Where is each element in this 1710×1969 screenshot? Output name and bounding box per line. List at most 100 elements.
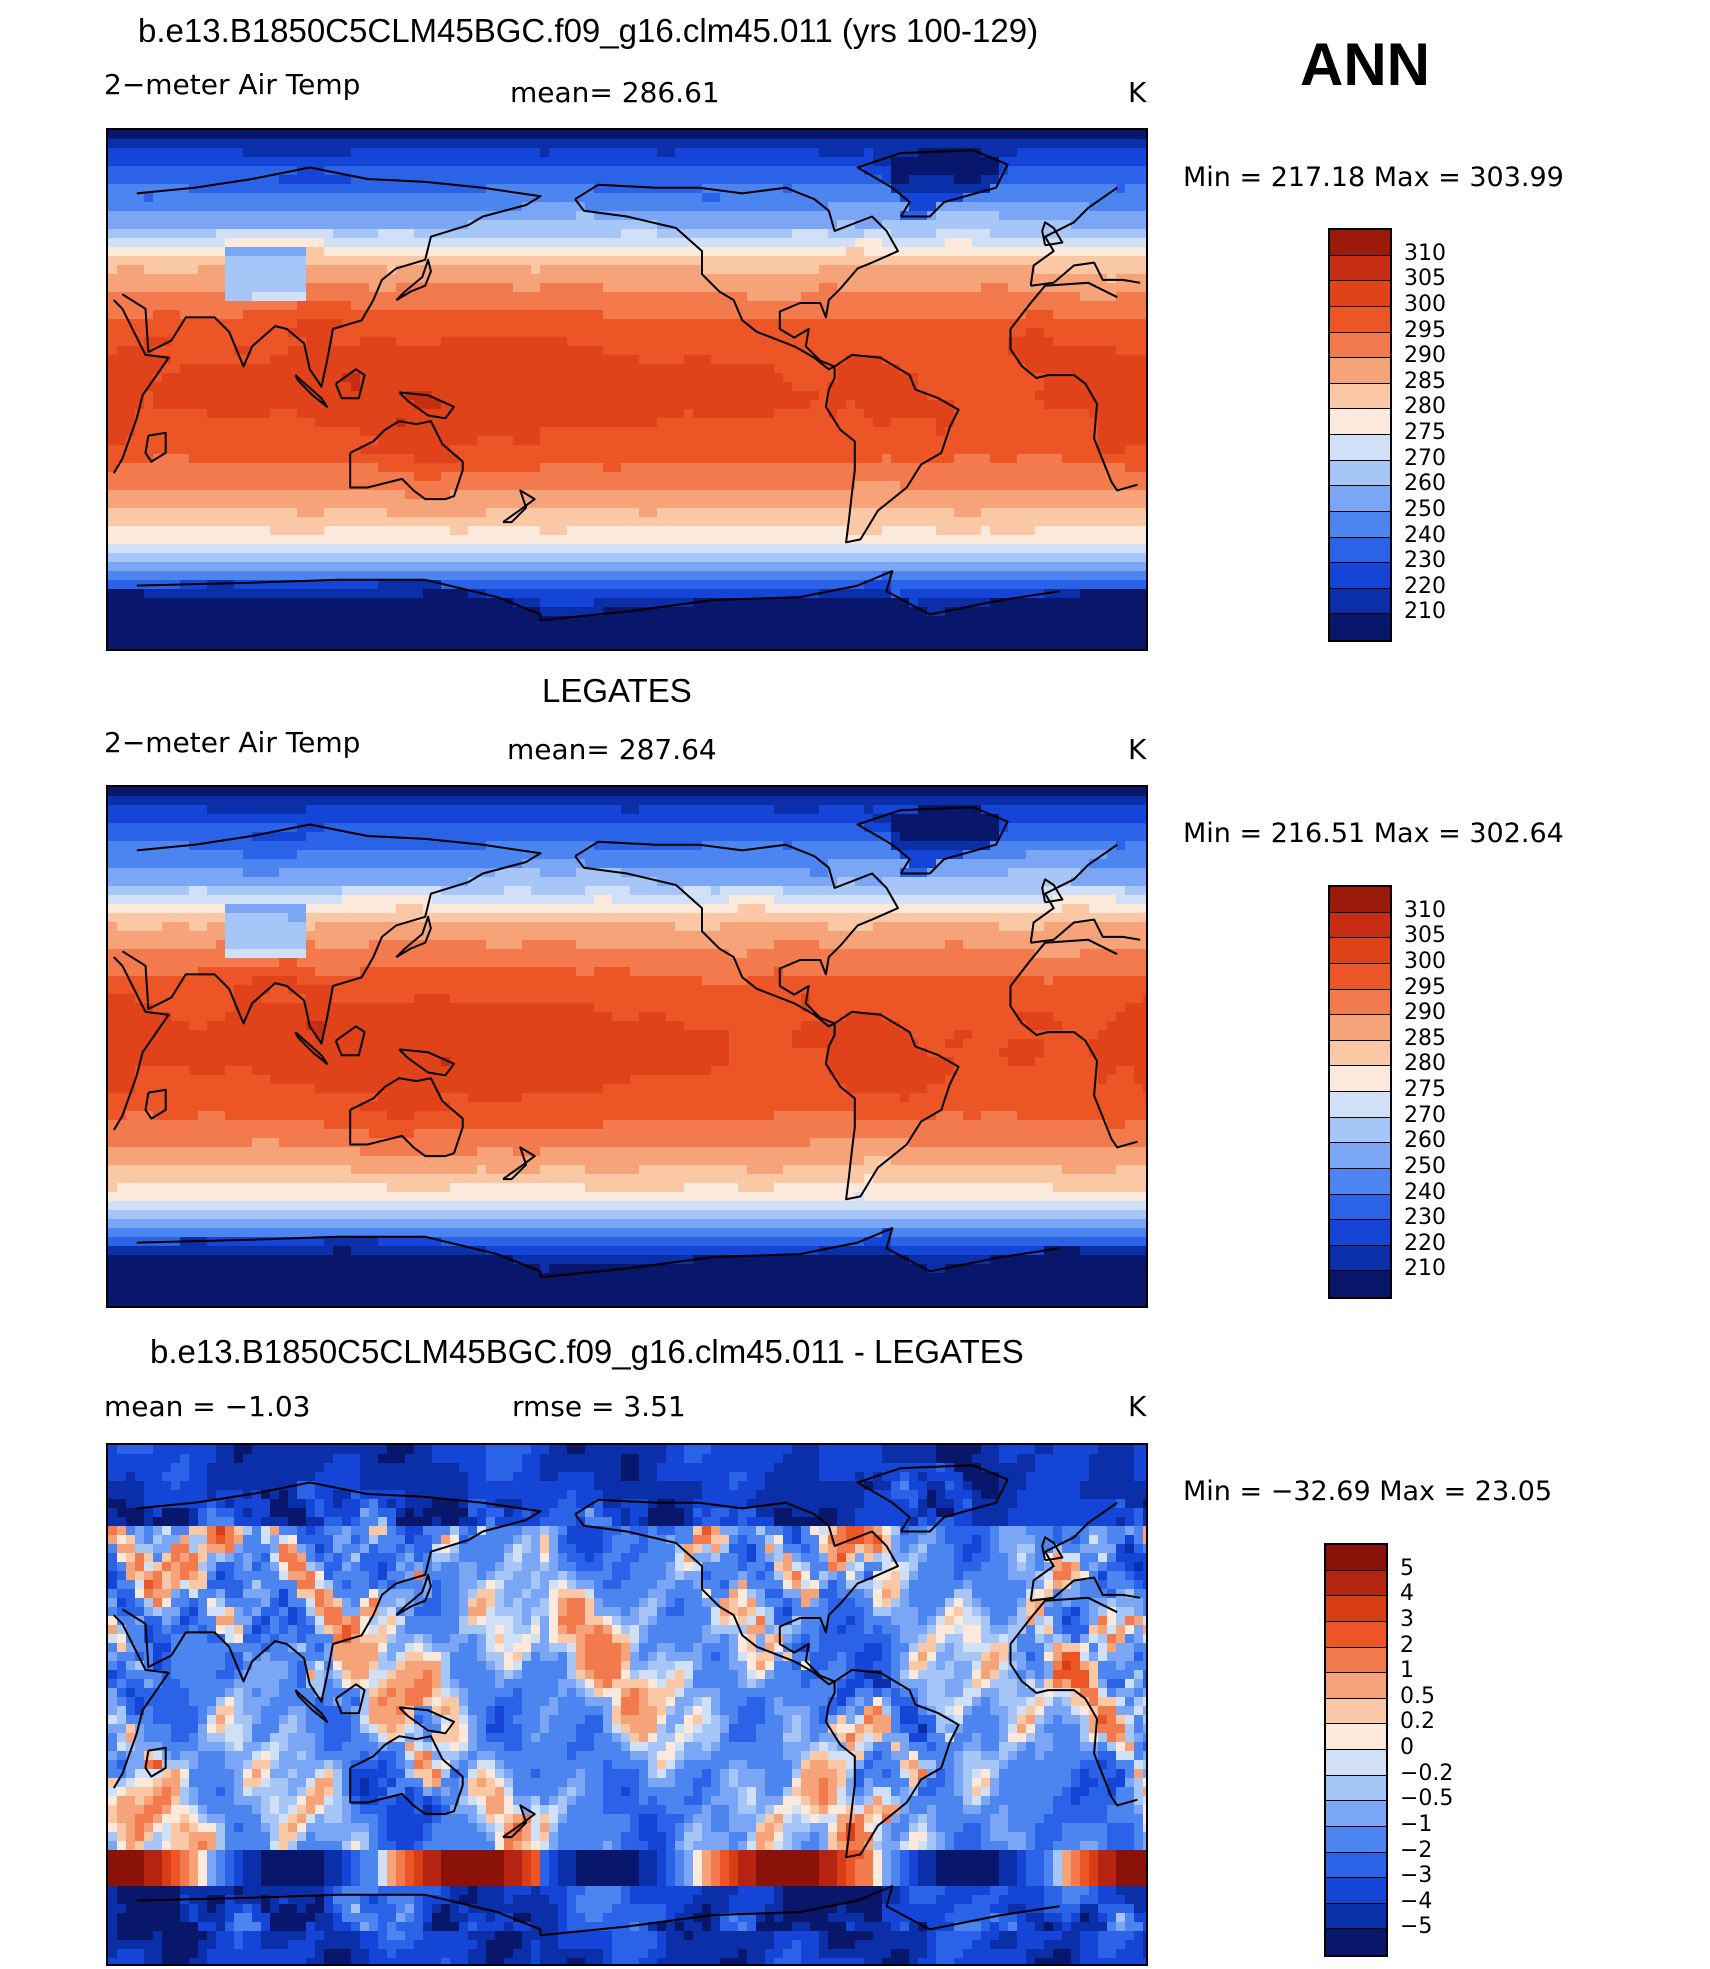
field-cell (549, 256, 559, 266)
field-cell (891, 346, 901, 356)
field-cell (117, 211, 127, 221)
field-cell (1143, 337, 1146, 347)
field-cell (1053, 391, 1063, 401)
field-cell (189, 130, 199, 140)
field-cell (855, 247, 865, 257)
field-cell (1062, 346, 1072, 356)
field-cell (288, 409, 298, 419)
field-cell (891, 409, 901, 419)
field-cell (1089, 166, 1099, 176)
field-cell (1071, 301, 1081, 311)
field-cell (396, 148, 406, 158)
field-cell (765, 346, 775, 356)
field-cell (837, 220, 847, 230)
field-cell (495, 409, 505, 419)
field-cell (990, 139, 1000, 149)
field-cell (819, 184, 829, 194)
field-cell (342, 373, 352, 383)
field-cell (513, 220, 523, 230)
field-cell (711, 211, 721, 221)
field-cell (621, 292, 631, 302)
field-cell (171, 283, 181, 293)
field-cell (900, 499, 910, 509)
field-cell (1107, 337, 1117, 347)
field-cell (675, 139, 685, 149)
field-cell (603, 184, 613, 194)
field-cell (261, 436, 271, 446)
field-cell (405, 247, 415, 257)
field-cell (981, 229, 991, 239)
field-cell (1071, 148, 1081, 158)
field-cell (126, 175, 136, 185)
field-cell (360, 211, 370, 221)
field-cell (846, 364, 856, 374)
field-cell (468, 346, 478, 356)
field-cell (738, 238, 748, 248)
field-cell (1008, 472, 1018, 482)
field-cell (360, 265, 370, 275)
field-cell (441, 355, 451, 365)
field-cell (414, 508, 424, 518)
field-cell (234, 265, 244, 275)
field-cell (585, 490, 595, 500)
field-cell (783, 292, 793, 302)
field-cell (945, 292, 955, 302)
field-cell (180, 490, 190, 500)
field-cell (450, 499, 460, 509)
field-cell (792, 373, 802, 383)
field-cell (594, 283, 604, 293)
field-cell (927, 346, 937, 356)
field-cell (954, 472, 964, 482)
field-cell (999, 184, 1009, 194)
field-cell (252, 391, 262, 401)
field-cell (738, 292, 748, 302)
field-cell (864, 139, 874, 149)
field-cell (153, 436, 163, 446)
field-cell (738, 373, 748, 383)
field-cell (990, 490, 1000, 500)
field-cell (216, 355, 226, 365)
field-cell (729, 382, 739, 392)
field-cell (567, 193, 577, 203)
field-cell (144, 436, 154, 446)
field-cell (945, 256, 955, 266)
field-cell (360, 157, 370, 167)
field-cell (855, 463, 865, 473)
field-cell (720, 193, 730, 203)
field-cell (306, 328, 316, 338)
field-cell (162, 265, 172, 275)
field-cell (1107, 481, 1117, 491)
field-cell (423, 202, 433, 212)
field-cell (891, 139, 901, 149)
field-cell (432, 139, 442, 149)
field-cell (891, 310, 901, 320)
field-cell (369, 364, 379, 374)
field-cell (909, 256, 919, 266)
field-cell (1062, 427, 1072, 437)
field-cell (603, 508, 613, 518)
field-cell (207, 373, 217, 383)
field-cell (927, 436, 937, 446)
field-cell (549, 490, 559, 500)
field-cell (900, 373, 910, 383)
field-cell (288, 184, 298, 194)
field-cell (864, 265, 874, 275)
field-cell (612, 418, 622, 428)
field-cell (171, 247, 181, 257)
field-cell (117, 508, 127, 518)
field-cell (747, 472, 757, 482)
field-cell (189, 238, 199, 248)
field-cell (1089, 301, 1099, 311)
field-cell (648, 355, 658, 365)
field-cell (504, 139, 514, 149)
field-cell (927, 445, 937, 455)
field-cell (711, 337, 721, 347)
field-cell (639, 157, 649, 167)
field-cell (153, 247, 163, 257)
field-cell (270, 211, 280, 221)
field-cell (1053, 409, 1063, 419)
field-cell (117, 166, 127, 176)
field-cell (702, 148, 712, 158)
field-cell (162, 364, 172, 374)
field-cell (1008, 256, 1018, 266)
